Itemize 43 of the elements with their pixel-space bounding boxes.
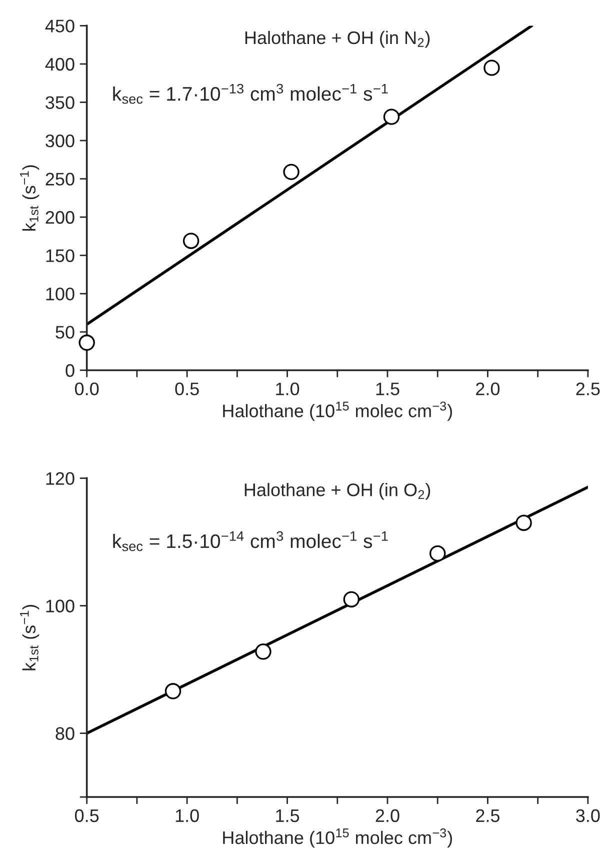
y-tick-label: 100 xyxy=(46,600,74,612)
y-axis-title: k$_{1st}$ (s$^{−1}$) xyxy=(20,165,40,231)
y-axis-title: k$_{1st}$ (s$^{−1}$) xyxy=(20,604,40,670)
x-tick-label: 2.0 xyxy=(376,809,400,822)
x-tick-label: 0.5 xyxy=(175,382,199,396)
y-tick-label: 200 xyxy=(46,211,74,224)
point xyxy=(182,232,200,249)
x-tick-label: 1.0 xyxy=(276,382,300,396)
y-tick-label: 450 xyxy=(45,20,74,32)
y-tick-label: 80 xyxy=(56,727,74,740)
x-tick-label: 2.5 xyxy=(576,382,600,396)
x-axis-title: Halothane (10$^{15}$ molec cm$^{−3}$) xyxy=(223,402,452,421)
text: k$_{sec}$ = 1.5·10$^{−14}$ cm$^{3}$ molec$^{−1}$ s$^{−1}$ xyxy=(113,531,388,552)
x-tick-label: 0.0 xyxy=(74,382,99,396)
point xyxy=(255,644,272,660)
y-tick-label: 250 xyxy=(46,172,74,186)
point xyxy=(516,514,532,531)
x-tick-label: 0.5 xyxy=(74,809,99,822)
x-tick-label: 3.0 xyxy=(576,809,600,822)
point xyxy=(429,545,446,562)
y-tick-label: 150 xyxy=(46,249,74,262)
x-tick-label: 1.0 xyxy=(176,809,199,822)
x-axis-title: Halothane (10$^{15}$ molec cm$^{−3}$) xyxy=(223,828,452,848)
chart-title: Halothane + OH (in N$_{2}$) xyxy=(245,30,430,48)
y-tick-label: 100 xyxy=(46,288,74,300)
y-tick-label: 400 xyxy=(45,58,74,71)
x-tick-label: 2.5 xyxy=(476,809,500,822)
point xyxy=(283,164,300,180)
y-tick-label: 0 xyxy=(66,364,74,377)
y-tick-label: 300 xyxy=(46,134,74,148)
point xyxy=(484,60,500,76)
y-tick-label: 350 xyxy=(46,96,74,109)
x-tick-label: 1.5 xyxy=(376,382,400,396)
y-tick-label: 50 xyxy=(56,326,74,339)
point xyxy=(343,591,360,608)
y-tick-label: 120 xyxy=(46,472,74,485)
x-tick-label: 2.0 xyxy=(476,382,500,396)
point xyxy=(164,683,182,700)
text: k$_{sec}$ = 1.7·10$^{−13}$ cm$^{3}$ molec$^{−1}$ s$^{−1}$ xyxy=(113,84,388,104)
point xyxy=(383,108,400,125)
x-tick-label: 1.5 xyxy=(276,809,300,822)
chart-title: Halothane + OH (in O$_{2}$) xyxy=(244,482,430,500)
point xyxy=(78,334,95,351)
